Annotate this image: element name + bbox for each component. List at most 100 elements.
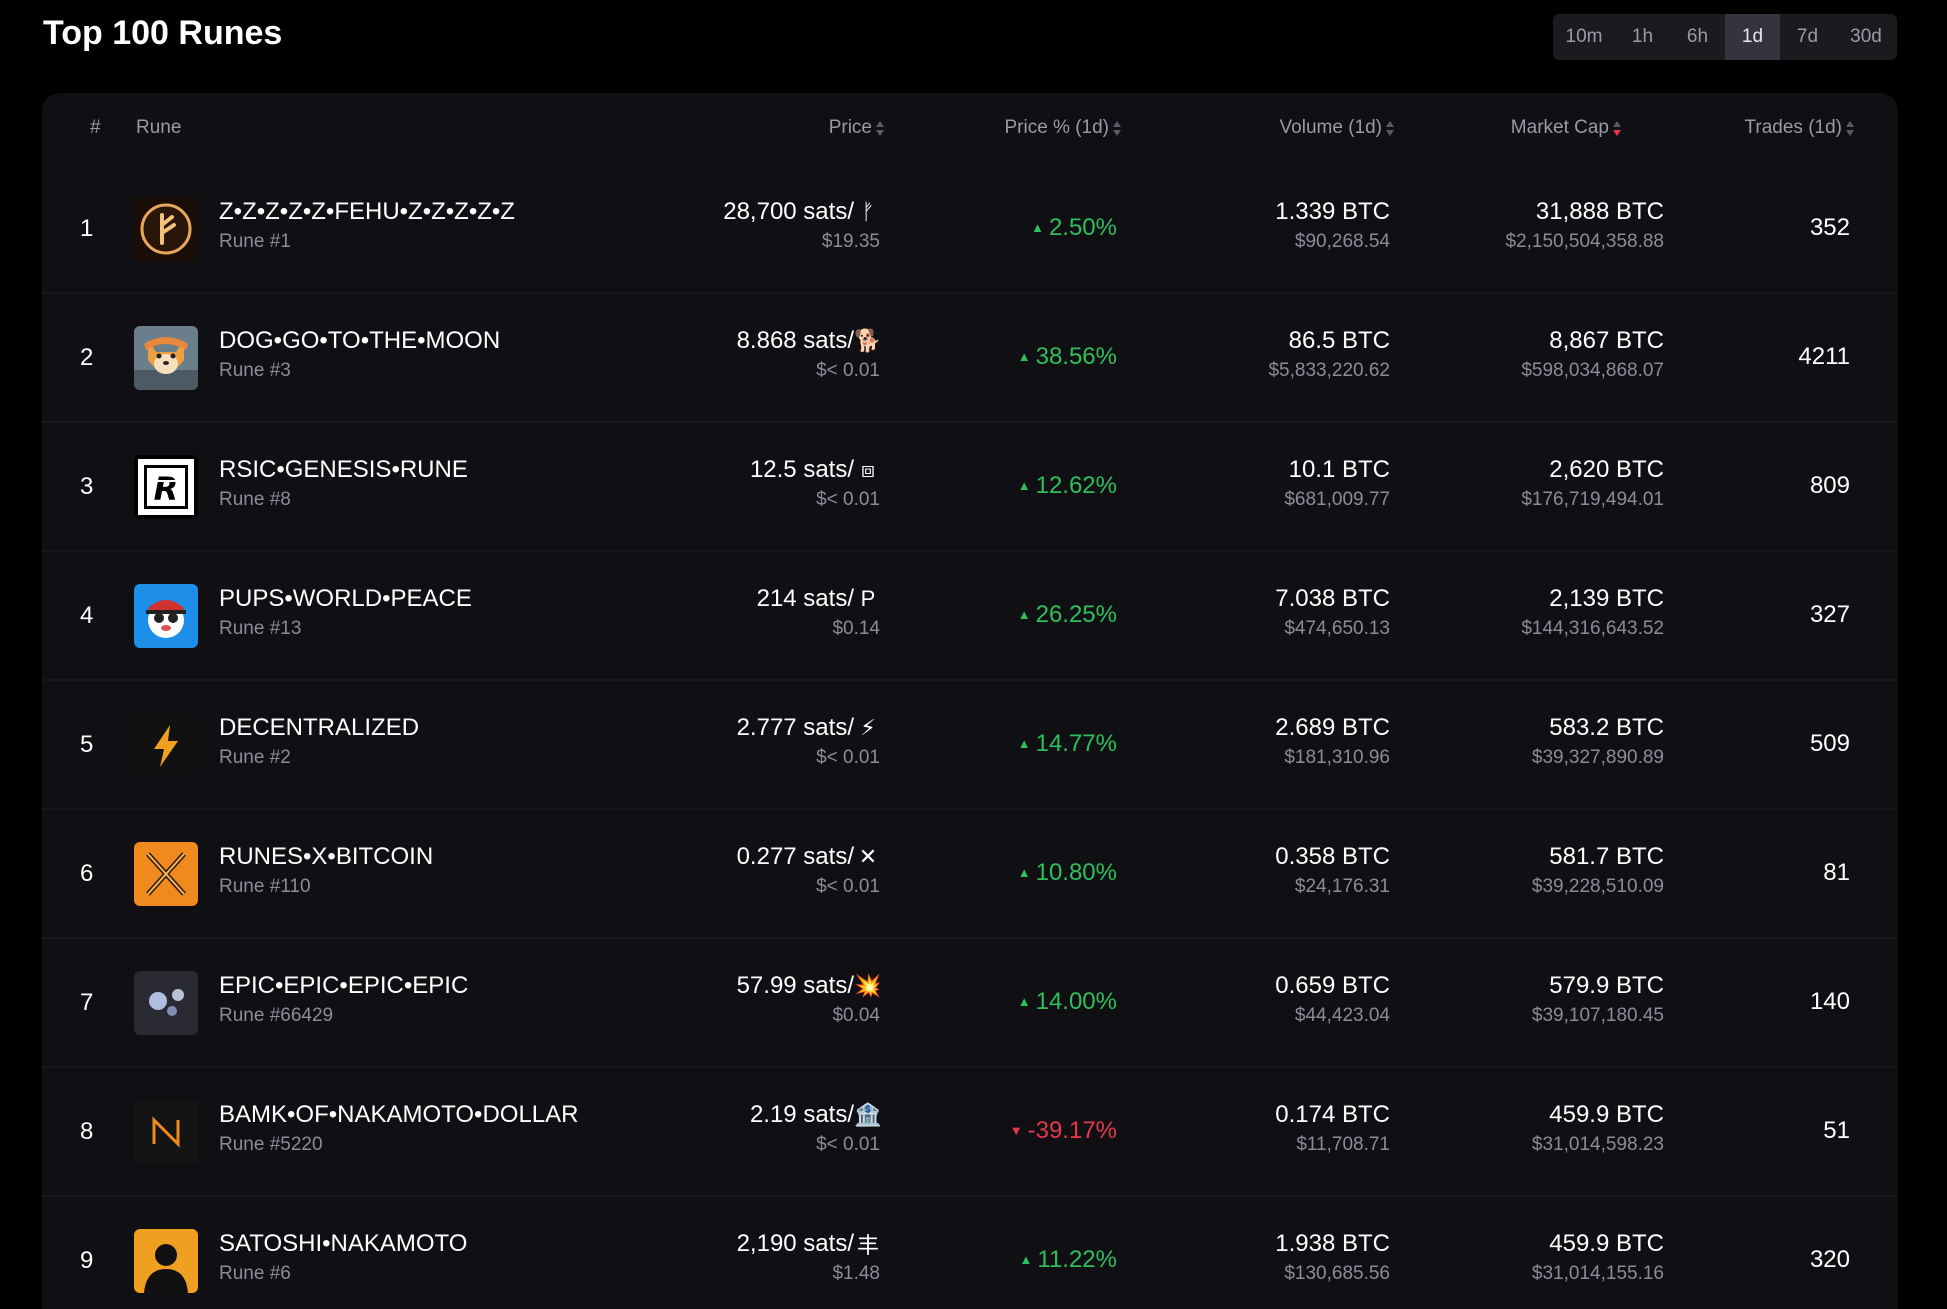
table-row-5[interactable]: 5 DECENTRALIZED Rune #2 2.777 sats/⚡ $< …: [42, 681, 1898, 810]
timeframe-1d-button[interactable]: 1d: [1725, 14, 1780, 60]
rune-number: Rune #66429: [219, 1005, 334, 1026]
rune-name[interactable]: RUNES•X•BITCOIN: [219, 843, 434, 870]
rune-name[interactable]: PUPS•WORLD•PEACE: [219, 585, 472, 612]
price-sats: 2.19 sats/🏦: [749, 1101, 882, 1129]
volume-usd: $90,268.54: [1294, 231, 1390, 252]
column-volume-header[interactable]: Volume (1d): [1280, 117, 1394, 139]
timeframe-30d-button[interactable]: 30d: [1850, 26, 1882, 47]
price-change: ▲ 10.80%: [1017, 859, 1117, 886]
table-row-6[interactable]: 6 RUNES•X•BITCOIN Rune #110 0.277 sats/✕…: [42, 810, 1898, 939]
sort-icon: [876, 118, 884, 138]
rune-symbol: P: [860, 586, 876, 611]
market-cap-usd: $39,327,890.89: [1531, 747, 1664, 768]
table-header: # Rune Price Price % (1d) Volume (1d) Ma…: [42, 93, 1898, 163]
rune-name[interactable]: SATOSHI•NAKAMOTO: [219, 1230, 468, 1257]
column-price-header[interactable]: Price: [829, 117, 884, 139]
volume-btc: 2.689 BTC: [1275, 714, 1390, 741]
market-cap-btc: 459.9 BTC: [1549, 1101, 1664, 1128]
timeframe-6h-button[interactable]: 6h: [1686, 26, 1709, 47]
price-change: ▲ 2.50%: [1031, 214, 1117, 241]
price-value: 2.19 sats/: [749, 1101, 854, 1128]
price-change: ▲ 11.22%: [1019, 1246, 1118, 1273]
rune-name[interactable]: DOG•GO•TO•THE•MOON: [219, 327, 501, 354]
trades-count: 509: [1809, 730, 1850, 757]
arrow-up-icon: ▲: [1017, 865, 1031, 880]
price-change: ▲ 14.77%: [1017, 730, 1117, 757]
column-market-cap-header[interactable]: Market Cap: [1511, 117, 1621, 139]
arrow-up-icon: ▲: [1017, 478, 1031, 493]
table-row-4[interactable]: 4 PUPS•WORLD•PEACE Rune #13 214 sats/P $…: [42, 552, 1898, 681]
price-sats: 12.5 sats/ ⧈: [750, 456, 880, 484]
price-usd: $< 0.01: [816, 876, 880, 897]
table-row-2[interactable]: 2 DOG•GO•TO•THE•MOON Rune #3 8.868 sats/…: [42, 294, 1898, 423]
volume-btc: 0.174 BTC: [1275, 1101, 1390, 1128]
market-cap-btc: 579.9 BTC: [1549, 972, 1664, 999]
bamk-icon: [134, 1100, 198, 1164]
sort-desc-icon: [1613, 118, 1621, 138]
rank-number: 2: [80, 344, 94, 371]
market-cap-usd: $39,228,510.09: [1531, 876, 1664, 897]
rank-number: 6: [80, 860, 94, 887]
price-sats: 2,190 sats/丰: [737, 1230, 880, 1258]
price-usd: $< 0.01: [816, 360, 880, 381]
svg-text:R: R: [154, 470, 179, 508]
column-rune-header: Rune: [136, 117, 182, 138]
column-trades-header[interactable]: Trades (1d): [1745, 117, 1854, 139]
lightning-icon: [134, 713, 198, 777]
price-usd: $< 0.01: [816, 489, 880, 510]
table-row-8[interactable]: 8 BAMK•OF•NAKAMOTO•DOLLAR Rune #5220 2.1…: [42, 1068, 1898, 1197]
trades-count: 4211: [1798, 343, 1850, 370]
table-row-1[interactable]: 1 Z•Z•Z•Z•Z•FEHU•Z•Z•Z•Z•Z Rune #1 28,70…: [42, 165, 1898, 294]
arrow-up-icon: ▲: [1017, 349, 1031, 364]
market-cap-btc: 2,139 BTC: [1549, 585, 1664, 612]
price-value: 57.99 sats/: [736, 972, 854, 999]
trades-count: 51: [1823, 1117, 1850, 1144]
rune-symbol: 💥: [854, 973, 882, 998]
table-row-7[interactable]: 7 EPIC•EPIC•EPIC•EPIC Rune #66429 57.99 …: [42, 939, 1898, 1068]
rune-name[interactable]: RSIC•GENESIS•RUNE: [219, 456, 468, 483]
rune-number: Rune #8: [219, 489, 291, 510]
price-sats: 8.868 sats/🐕: [736, 327, 882, 355]
price-usd: $< 0.01: [816, 747, 880, 768]
price-value: 2.777 sats/: [736, 714, 854, 741]
arrow-down-icon: ▼: [1009, 1123, 1023, 1138]
market-cap-btc: 2,620 BTC: [1549, 456, 1664, 483]
timeframe-1h-button[interactable]: 1h: [1631, 26, 1654, 47]
rank-number: 8: [80, 1118, 94, 1145]
volume-usd: $681,009.77: [1284, 489, 1390, 510]
pups-icon: [134, 584, 198, 648]
rune-name[interactable]: EPIC•EPIC•EPIC•EPIC: [219, 972, 469, 999]
rank-number: 4: [80, 602, 94, 629]
rune-number: Rune #1: [219, 231, 291, 252]
rune-name[interactable]: Z•Z•Z•Z•Z•FEHU•Z•Z•Z•Z•Z: [219, 198, 515, 225]
price-usd: $19.35: [821, 231, 880, 252]
price-sats: 0.277 sats/✕: [737, 843, 880, 871]
table-row-3[interactable]: 3 R RSIC•GENESIS•RUNE Rune #8 12.5 sats/…: [42, 423, 1898, 552]
rune-number: Rune #2: [219, 747, 291, 768]
price-value: 8.868 sats/: [736, 327, 854, 354]
rune-name[interactable]: BAMK•OF•NAKAMOTO•DOLLAR: [219, 1101, 579, 1128]
market-cap-usd: $31,014,598.23: [1531, 1134, 1664, 1155]
page-header: Top 100 Runes 10m 1h 6h 1d 7d 30d: [12, 0, 1932, 92]
column-price-pct-header[interactable]: Price % (1d): [1004, 117, 1121, 139]
page-title: Top 100 Runes: [43, 14, 283, 52]
satoshi-icon: [134, 1229, 198, 1293]
trades-count: 81: [1823, 859, 1850, 886]
sort-icon: [1846, 118, 1854, 138]
market-cap-usd: $144,316,643.52: [1521, 618, 1664, 639]
trades-count: 327: [1809, 601, 1850, 628]
volume-btc: 0.358 BTC: [1275, 843, 1390, 870]
price-sats: 57.99 sats/💥: [736, 972, 882, 1000]
rank-number: 9: [80, 1247, 94, 1274]
rune-name[interactable]: DECENTRALIZED: [219, 714, 420, 741]
trades-count: 809: [1809, 472, 1850, 499]
table-row-9[interactable]: 9 SATOSHI•NAKAMOTO Rune #6 2,190 sats/丰 …: [42, 1197, 1898, 1309]
arrow-up-icon: ▲: [1017, 607, 1031, 622]
price-change: ▲ 26.25%: [1017, 601, 1117, 628]
volume-usd: $130,685.56: [1284, 1263, 1390, 1284]
rank-number: 5: [80, 731, 94, 758]
rune-number: Rune #5220: [219, 1134, 323, 1155]
timeframe-7d-button[interactable]: 7d: [1796, 26, 1819, 47]
volume-btc: 0.659 BTC: [1275, 972, 1390, 999]
timeframe-10m-button[interactable]: 10m: [1565, 26, 1603, 47]
